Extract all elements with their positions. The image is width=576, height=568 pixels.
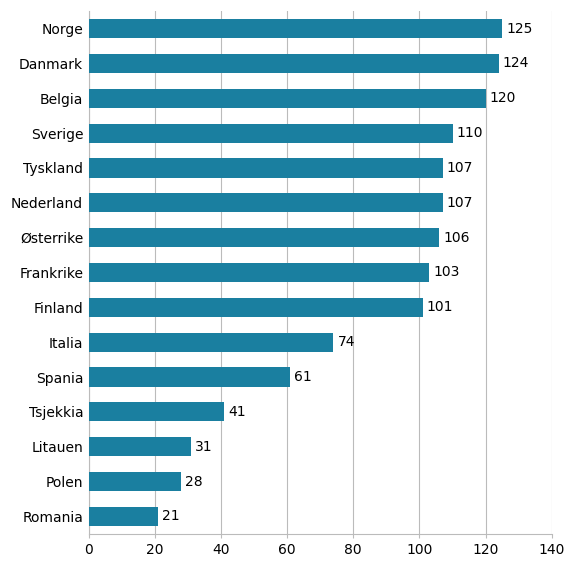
Bar <box>89 472 181 491</box>
Bar <box>89 263 429 282</box>
Text: 41: 41 <box>228 405 246 419</box>
Text: 28: 28 <box>185 475 203 488</box>
Text: 101: 101 <box>427 300 453 314</box>
Text: 107: 107 <box>446 196 473 210</box>
Text: 120: 120 <box>490 91 516 105</box>
Bar <box>89 193 442 212</box>
Bar <box>89 333 334 352</box>
Bar <box>89 228 439 247</box>
Text: 31: 31 <box>195 440 213 454</box>
Text: 103: 103 <box>433 265 460 279</box>
Bar <box>89 123 453 143</box>
Text: 107: 107 <box>446 161 473 175</box>
Text: 74: 74 <box>338 335 355 349</box>
Bar <box>89 367 290 387</box>
Bar <box>89 402 225 421</box>
Text: 110: 110 <box>456 126 483 140</box>
Text: 106: 106 <box>444 231 470 245</box>
Bar <box>89 437 191 456</box>
Bar <box>89 54 499 73</box>
Bar <box>89 19 502 38</box>
Text: 61: 61 <box>294 370 312 384</box>
Bar <box>89 507 158 526</box>
Bar <box>89 298 423 317</box>
Text: 124: 124 <box>503 56 529 70</box>
Text: 125: 125 <box>506 22 532 36</box>
Bar <box>89 158 442 178</box>
Text: 21: 21 <box>162 509 180 524</box>
Bar <box>89 89 486 108</box>
